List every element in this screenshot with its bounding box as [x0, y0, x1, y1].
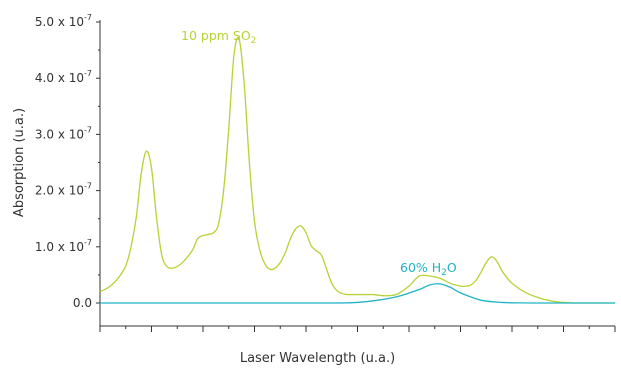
so2-series-label: 10 ppm SO2	[181, 28, 256, 46]
y-tick-label: 3.0 x 10-7	[35, 125, 92, 141]
x-axis-ticks	[100, 326, 615, 332]
y-axis-title: Absorption (u.a.)	[12, 108, 27, 217]
y-tick-label: 1.0 x 10-7	[35, 238, 92, 254]
y-tick-label: 2.0 x 10-7	[35, 182, 92, 198]
series-layer	[100, 37, 615, 303]
h2o-series-line	[100, 284, 615, 303]
y-tick-label: 4.0 x 10-7	[35, 69, 92, 85]
y-tick-label: 0.0	[73, 296, 92, 310]
y-axis-ticks: 0.0 1.0 x 10-7 2.0 x 10-7 3.0 x 10-7 4.0 x 1…	[35, 13, 100, 310]
so2-series-line	[100, 37, 615, 303]
x-axis-title: Laser Wavelength (u.a.)	[240, 351, 395, 366]
y-tick-label: 5.0 x 10-7	[35, 13, 92, 29]
